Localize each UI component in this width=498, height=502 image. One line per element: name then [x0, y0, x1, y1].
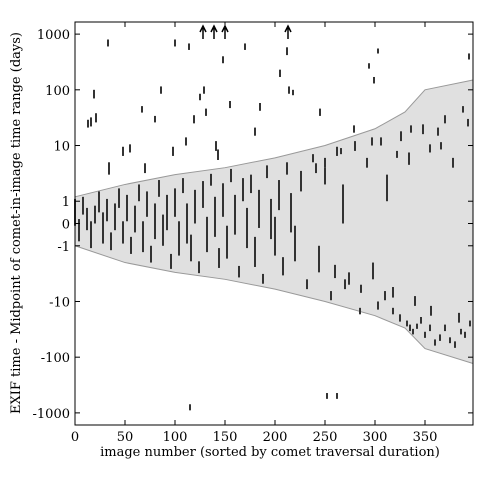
- y-tick-label: 1: [62, 195, 70, 210]
- offscale-arrow: [210, 24, 218, 39]
- y-axis-label: EXIF time - Midpoint of comet-in-image t…: [9, 32, 24, 414]
- y-tick-label: 100: [45, 84, 70, 99]
- y-tick-label: 1000: [37, 28, 70, 43]
- y-tick-label: -1: [57, 240, 70, 255]
- x-tick-label: 300: [363, 430, 388, 445]
- band-edge: [74, 79, 474, 198]
- band-edge: [74, 245, 474, 365]
- y-tick-label: -1000: [33, 407, 70, 422]
- x-tick-label: 250: [313, 430, 338, 445]
- y-tick-label: 0: [62, 218, 70, 233]
- y-tick-label: -100: [41, 351, 70, 366]
- x-tick-label: 50: [117, 430, 134, 445]
- offscale-arrow: [284, 24, 292, 39]
- x-tick-label: 350: [413, 430, 438, 445]
- x-tick-label: 0: [71, 430, 79, 445]
- y-tick-label: -10: [49, 295, 70, 310]
- x-tick-label: 200: [263, 430, 288, 445]
- offscale-arrow: [221, 24, 229, 39]
- offscale-arrow: [199, 24, 207, 39]
- y-tick-label: 10: [53, 140, 70, 155]
- x-tick-label: 100: [163, 430, 188, 445]
- x-tick-label: 150: [213, 430, 238, 445]
- x-axis-label: image number (sorted by comet traversal …: [100, 445, 440, 460]
